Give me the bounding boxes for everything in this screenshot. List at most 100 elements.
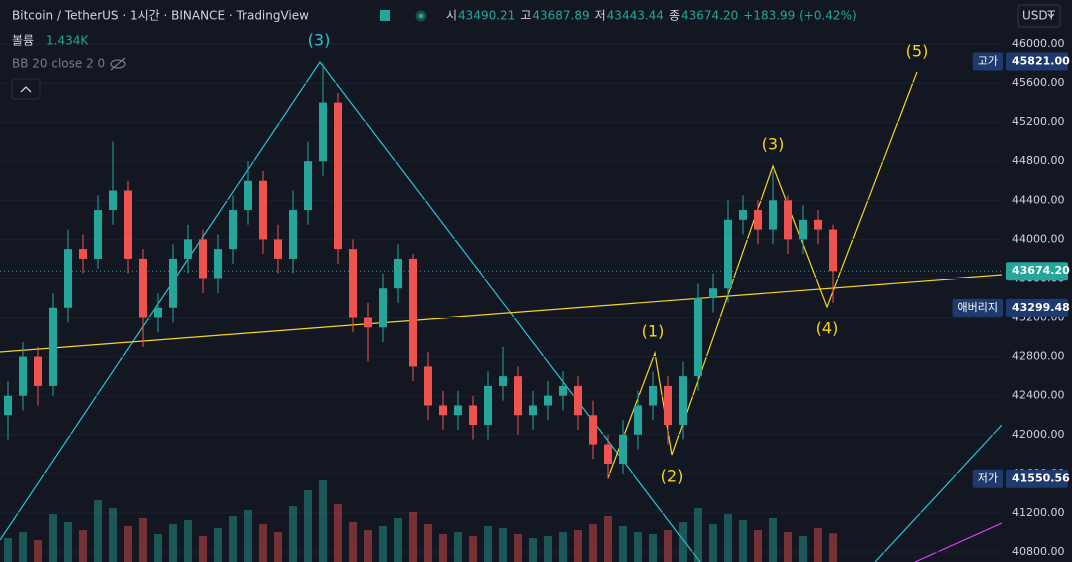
candle-body	[424, 366, 432, 406]
wave-line	[874, 424, 1003, 562]
wave-label: (4)	[816, 319, 839, 338]
drawings	[0, 60, 1003, 562]
candle-body	[364, 317, 372, 328]
volume-bar	[634, 532, 642, 562]
last-price-tag	[1006, 262, 1068, 281]
flag-icon[interactable]	[380, 10, 390, 21]
candle-body	[289, 210, 297, 259]
ohlc-value: 43443.44	[607, 9, 664, 23]
ohlc-value: 43687.89	[532, 9, 589, 23]
symbol-title[interactable]: Bitcoin / TetherUS · 1시간 · BINANCE · Tra…	[12, 9, 309, 23]
ohlc-name: 시	[446, 9, 457, 23]
candle-body	[619, 434, 627, 465]
volume-bar	[364, 530, 372, 562]
volume-bar	[334, 504, 342, 562]
candle-body	[634, 405, 642, 435]
candle-body	[514, 376, 522, 416]
price-tag	[1006, 298, 1068, 317]
price-tag-name-bg	[972, 52, 1003, 71]
candle-body	[589, 415, 597, 445]
volume-bar	[559, 532, 567, 562]
ohlc-value: 43674.20	[681, 9, 738, 23]
candle-body	[19, 356, 27, 396]
volume-bar	[289, 506, 297, 562]
candle-body	[604, 444, 612, 465]
dropdown-icon	[1047, 13, 1055, 18]
status-dot	[415, 10, 427, 22]
indicator-label[interactable]: BB 20 close 2 0	[12, 57, 105, 71]
currency-label[interactable]: USDT	[1022, 9, 1056, 23]
volume-bar	[244, 510, 252, 562]
volume-bar	[4, 538, 12, 562]
candle-body	[799, 219, 807, 240]
volume-bar	[154, 534, 162, 562]
volume-bar	[169, 524, 177, 562]
candle-body	[34, 356, 42, 386]
y-tick-label: 42400.00	[1012, 389, 1065, 402]
candle-body	[4, 395, 12, 416]
y-tick-label: 40800.00	[1012, 545, 1065, 558]
candle-body	[679, 376, 687, 426]
hide-icon[interactable]	[110, 57, 126, 71]
candle-body	[79, 249, 87, 259]
volume-title: 볼륨	[12, 34, 34, 48]
volume-bar	[514, 534, 522, 562]
y-tick-label: 44000.00	[1012, 232, 1065, 245]
candle-body	[94, 210, 102, 259]
volume-bar	[124, 526, 132, 562]
volume-bar	[709, 524, 717, 562]
price-tag	[1006, 469, 1068, 488]
wave-label: (3)	[762, 135, 785, 154]
volume-bar	[109, 508, 117, 562]
wave-label: (5)	[906, 42, 929, 61]
volume-bar	[349, 522, 357, 562]
volume-value: 1.434K	[46, 34, 89, 48]
chevron-icon	[20, 86, 32, 93]
volume-bar	[184, 520, 192, 562]
volume-bar	[214, 528, 222, 562]
volume-bar	[94, 500, 102, 562]
volume-bar	[829, 533, 837, 562]
volume-bar	[649, 534, 657, 562]
candle-body	[49, 307, 57, 386]
candle-body	[124, 190, 132, 259]
candle-body	[169, 258, 177, 308]
volume-bar	[529, 538, 537, 562]
candle-body	[574, 385, 582, 416]
wave-label: (1)	[642, 322, 665, 341]
candle-body	[649, 385, 657, 406]
volume-bar	[394, 518, 402, 562]
volume-bar	[79, 530, 87, 562]
volume-bar	[409, 512, 417, 562]
volume-bar	[19, 532, 27, 562]
candle-body	[274, 239, 282, 259]
volume-bar	[139, 518, 147, 562]
candle-body	[379, 288, 387, 328]
price-tag-name-bg	[972, 469, 1003, 488]
annotations: (3) (1) (2) (3) (4) (5)	[308, 31, 929, 486]
price-tag	[1006, 52, 1068, 71]
candle-body	[439, 405, 447, 416]
candle-body	[64, 249, 72, 308]
collapse-button[interactable]	[11, 78, 41, 100]
y-tick-label: 44800.00	[1012, 154, 1065, 167]
price-tag-name: 고가	[978, 54, 998, 67]
y-tick-label: 44400.00	[1012, 193, 1065, 206]
wave-label: (3)	[308, 31, 331, 50]
price-tag-name: 저가	[978, 472, 998, 485]
candle-body	[154, 307, 162, 318]
candle-body	[694, 298, 702, 377]
volume-bar	[544, 536, 552, 562]
ohlc-name: 종	[669, 9, 680, 23]
wave-label: (2)	[661, 467, 684, 486]
candle-body	[304, 161, 312, 211]
candle-body	[199, 239, 207, 279]
candle-body	[334, 102, 342, 250]
price-tag-name: 애버리지	[958, 301, 998, 314]
candle-body	[709, 288, 717, 299]
candle-body	[484, 385, 492, 426]
candle-body	[544, 395, 552, 406]
volume-bar	[274, 532, 282, 562]
currency-select[interactable]	[1017, 4, 1061, 28]
volume-bar	[229, 516, 237, 562]
